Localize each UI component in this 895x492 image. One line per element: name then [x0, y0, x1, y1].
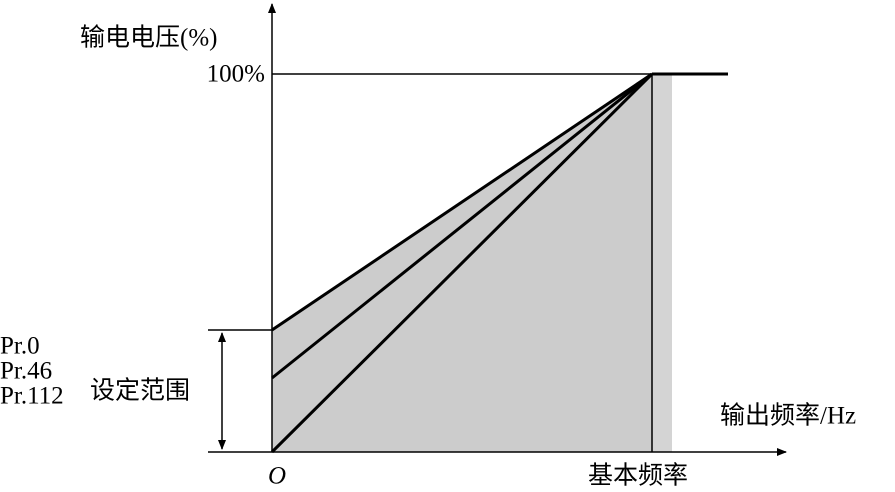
vf-curve: [270, 72, 654, 454]
shade-strip: [652, 74, 672, 452]
param-label: Pr.46: [0, 358, 52, 385]
y-axis-label: 输电电压(%): [80, 24, 217, 52]
base-freq-label: 基本频率: [588, 462, 688, 490]
param-label: Pr.0: [0, 333, 40, 360]
vf-curve: [271, 72, 653, 332]
x-axis-label: 输出频率/Hz: [720, 402, 856, 430]
origin-label: O: [268, 463, 286, 490]
vf-curve: [271, 72, 653, 380]
range-label: 设定范围: [90, 377, 190, 405]
y-top-label: 100%: [207, 61, 265, 88]
param-label: Pr.112: [0, 383, 64, 410]
